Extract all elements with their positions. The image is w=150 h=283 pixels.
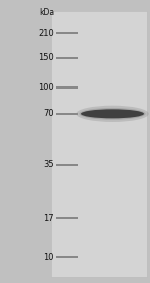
Text: 150: 150 [38,53,54,62]
Bar [56,86,78,89]
Text: 10: 10 [44,252,54,261]
Bar [56,57,78,59]
Text: 100: 100 [38,83,54,92]
Text: 17: 17 [43,214,54,222]
Bar [56,256,78,258]
Bar [51,11,147,277]
Text: 35: 35 [43,160,54,169]
Bar [56,113,78,115]
Ellipse shape [81,109,144,118]
Text: 210: 210 [38,29,54,38]
Bar [56,164,78,166]
Ellipse shape [80,108,146,120]
Bar [56,217,78,219]
Bar [51,11,147,277]
Bar [56,32,78,34]
Text: kDa: kDa [39,8,54,18]
Ellipse shape [76,106,149,122]
Text: 70: 70 [43,109,54,118]
